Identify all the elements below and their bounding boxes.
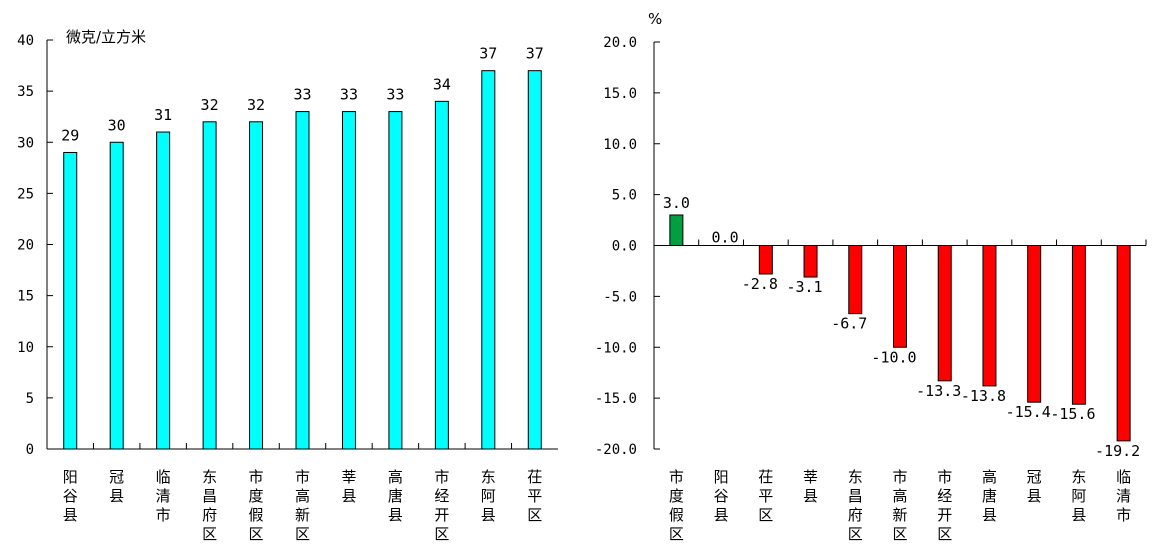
left-value-labels: 29 30 31 32 32 33 33 33 34 37 37	[61, 45, 544, 145]
right-category-label: 茌平区	[758, 468, 773, 524]
right-y-tick-label: 10.0	[603, 137, 637, 153]
right-y-unit: %	[648, 10, 662, 28]
right-bar	[893, 245, 907, 348]
right-category-label: 市高新区	[892, 468, 907, 543]
left-value-label: 34	[433, 75, 451, 93]
left-chart: 微克/立方米 0 5 10 15 20 25 30 35 40 29 30 31 32 32 33 33 33…	[17, 28, 558, 543]
left-value-label: 32	[247, 96, 265, 114]
right-y-ticks: 20.0 15.0 10.0 5.0 0.0 -5.0 -10.0 -15.0 -20.0	[595, 35, 1147, 458]
left-category-labels: 阳谷县 冠县 临清市 东昌府区 市度假区 市高新区 莘县 高唐县 市经开区 东阿县 茌平区	[63, 468, 543, 543]
left-y-tick-label: 0	[26, 442, 34, 458]
right-bar	[848, 245, 863, 315]
left-value-label: 37	[479, 45, 497, 63]
right-category-label: 市度假区	[669, 468, 684, 543]
right-category-label: 市经开区	[937, 468, 952, 543]
left-value-label: 31	[154, 106, 172, 124]
left-y-tick-label: 15	[17, 289, 34, 305]
left-y-tick-label: 5	[26, 391, 34, 407]
right-bar	[803, 245, 818, 278]
right-value-label: -13.3	[916, 382, 961, 400]
left-y-tick-label: 20	[17, 238, 34, 254]
left-y-tick-label: 30	[17, 135, 34, 151]
right-y-tick-label: 20.0	[603, 35, 637, 51]
right-category-label: 临清市	[1116, 468, 1131, 524]
right-value-label: -15.6	[1050, 405, 1095, 423]
right-y-tick-label: -15.0	[595, 391, 637, 407]
left-y-ticks: 0 5 10 15 20 25 30 35 40	[17, 33, 558, 458]
left-bar	[109, 141, 124, 450]
right-y-tick-label: 5.0	[612, 188, 637, 204]
right-bar	[1116, 245, 1131, 442]
right-value-label: -2.8	[742, 275, 778, 293]
right-value-label: 3.0	[663, 194, 690, 212]
right-category-label: 阳谷县	[714, 468, 729, 524]
left-bar	[202, 121, 217, 450]
left-bars	[63, 70, 542, 450]
left-category-label: 高唐县	[388, 468, 403, 524]
left-y-tick-label: 25	[17, 186, 34, 202]
left-y-tick-label: 40	[17, 33, 34, 49]
right-y-tick-label: -5.0	[603, 289, 637, 305]
left-value-label: 32	[201, 96, 219, 114]
left-value-label: 29	[61, 126, 79, 144]
right-y-tick-label: -10.0	[595, 340, 637, 356]
right-bars	[669, 214, 1131, 442]
left-y-tick-label: 35	[17, 84, 34, 100]
right-value-label: 0.0	[712, 229, 739, 247]
right-value-label: -10.0	[871, 348, 916, 366]
right-bar	[1027, 245, 1042, 403]
left-category-label: 阳谷县	[63, 468, 78, 524]
right-y-tick-label: -20.0	[595, 442, 637, 458]
right-value-label: -19.2	[1095, 442, 1140, 460]
left-category-label: 市高新区	[295, 468, 310, 543]
right-category-label: 冠县	[1027, 468, 1042, 505]
right-value-label: -3.1	[786, 278, 822, 296]
left-bar	[527, 70, 542, 450]
left-bar	[156, 131, 171, 450]
left-bar	[295, 111, 310, 450]
right-value-label: -15.4	[1006, 403, 1051, 421]
right-category-label: 莘县	[803, 468, 818, 505]
left-bar	[388, 111, 403, 450]
right-category-label: 东昌府区	[848, 468, 863, 543]
right-category-labels: 市度假区 阳谷县 茌平区 莘县 东昌府区 市高新区 市经开区 高唐县 冠县 东阿县 临清市	[669, 468, 1131, 543]
left-value-label: 37	[526, 45, 544, 63]
left-value-label: 33	[293, 86, 311, 104]
right-category-label: 东阿县	[1071, 468, 1086, 524]
right-category-label: 高唐县	[982, 468, 997, 524]
left-category-label: 市经开区	[434, 468, 449, 543]
left-value-label: 30	[108, 116, 126, 134]
left-bar	[341, 111, 356, 450]
right-bar	[669, 214, 684, 247]
left-category-label: 东昌府区	[202, 468, 217, 543]
left-category-label: 东阿县	[481, 468, 496, 524]
left-y-tick-label: 10	[17, 340, 34, 356]
left-bar	[249, 121, 264, 450]
left-bar	[434, 100, 449, 450]
right-value-labels: 3.00.0-2.8 -3.1-6.7-10.0-13.3 -13.8-15.4 -1…	[663, 194, 1140, 460]
left-value-label: 33	[340, 86, 358, 104]
right-bar	[982, 245, 997, 387]
left-category-label: 茌平区	[527, 468, 542, 524]
right-bar	[1071, 245, 1086, 405]
left-category-label: 冠县	[109, 468, 124, 505]
left-bar	[63, 151, 78, 450]
left-value-label: 33	[386, 86, 404, 104]
right-chart: % 20.015.010.05.00.0-5.0-10.0-15.0-20.0 …	[595, 10, 1147, 543]
left-category-label: 市度假区	[249, 468, 264, 543]
right-y-tick-label: 15.0	[603, 86, 637, 102]
left-y-unit: 微克/立方米	[66, 28, 146, 46]
right-value-label: -13.8	[961, 387, 1006, 405]
right-bar	[937, 245, 952, 382]
left-category-label: 临清市	[156, 468, 171, 524]
right-y-tick-label: 0.0	[612, 239, 637, 255]
left-category-label: 莘县	[341, 468, 356, 505]
left-bar	[481, 70, 496, 450]
right-value-label: -6.7	[831, 315, 867, 333]
right-bar	[758, 245, 773, 275]
